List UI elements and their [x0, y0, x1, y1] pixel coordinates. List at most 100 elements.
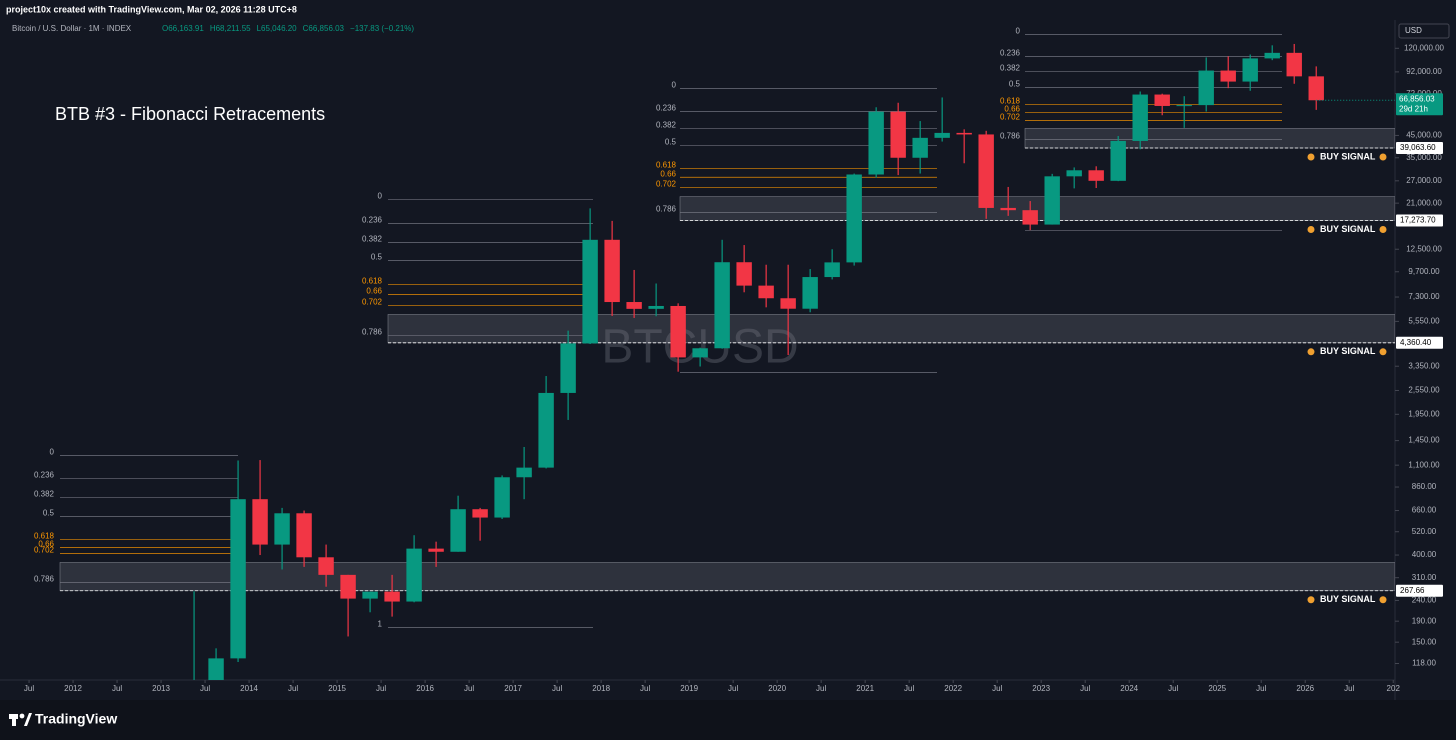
- price-tag-bg: [1396, 584, 1443, 597]
- candle-body: [428, 548, 444, 552]
- candle-body: [538, 392, 554, 468]
- x-tick-label: Jul: [288, 684, 298, 693]
- price-tag: 4,360.40: [1400, 338, 1432, 347]
- price-tag: 39,063.60: [1400, 143, 1436, 152]
- fib-label: 0: [378, 192, 383, 201]
- fib-label: 0.382: [362, 235, 383, 244]
- buy-signal: BUY SIGNAL: [1320, 224, 1376, 234]
- fib-label: 0.66: [1004, 105, 1020, 114]
- candle-body: [1000, 207, 1016, 211]
- buy-signal: BUY SIGNAL: [1320, 346, 1376, 356]
- candle-body: [846, 174, 862, 263]
- fib-label: 0.786: [1000, 132, 1021, 141]
- fib-label: 0.702: [656, 179, 677, 188]
- y-tick-label: 1,100.00: [1408, 460, 1440, 469]
- candle-body: [1022, 210, 1038, 225]
- candle-body: [934, 132, 950, 138]
- y-tick-label: 660.00: [1412, 506, 1437, 515]
- price-tag-bg: [1396, 214, 1443, 227]
- x-tick-label: 2019: [680, 684, 698, 693]
- fib-label: 0.382: [1000, 63, 1021, 72]
- candle-body: [516, 467, 532, 478]
- fib-label: 0.618: [1000, 97, 1021, 106]
- x-tick-label: 2022: [944, 684, 962, 693]
- candle-body: [1044, 176, 1060, 225]
- candle-body: [714, 262, 730, 349]
- fib-label: 0.66: [660, 169, 676, 178]
- x-tick-label: Jul: [376, 684, 386, 693]
- candle-body: [1198, 70, 1214, 106]
- candle-body: [384, 591, 400, 602]
- y-tick-label: 7,300.00: [1408, 292, 1440, 301]
- x-tick-label: 2020: [768, 684, 786, 693]
- price-tag-bg: [1396, 336, 1443, 349]
- candle-body: [1242, 58, 1258, 82]
- fib-label: 0.786: [362, 328, 383, 337]
- candle-body: [626, 302, 642, 309]
- y-tick-label: 35,000.00: [1406, 153, 1442, 162]
- legend-value: O66,163.91: [162, 24, 204, 33]
- candle-body: [582, 239, 598, 344]
- candle-body: [318, 557, 334, 575]
- candle-body: [670, 305, 686, 358]
- fib-label: 0.5: [371, 253, 383, 262]
- x-tick-label: Jul: [112, 684, 122, 693]
- y-tick-label: 3,350.00: [1408, 361, 1440, 370]
- y-tick-label: 92,000.00: [1406, 67, 1442, 76]
- legend-value: H68,211.55: [210, 24, 251, 33]
- candle-body: [604, 239, 620, 303]
- x-tick-label: 2017: [504, 684, 522, 693]
- x-tick-label: 2015: [328, 684, 346, 693]
- y-tick-label: 118.00: [1412, 659, 1436, 668]
- fib-label: 0.786: [34, 575, 55, 584]
- y-tick-label: 1,950.00: [1408, 409, 1440, 418]
- buy-icon: [1379, 596, 1387, 604]
- x-tick-label: 2018: [592, 684, 610, 693]
- fib-label: 0.618: [656, 161, 677, 170]
- y-tick-label: 860.00: [1412, 482, 1437, 491]
- symbol: Bitcoin / U.S. Dollar · 1M · INDEX: [12, 24, 132, 33]
- buy-signal: BUY SIGNAL: [1320, 151, 1376, 161]
- current-price-bg: [1396, 93, 1443, 116]
- fib-label: 0.66: [366, 286, 382, 295]
- fib-label: 0.5: [665, 138, 677, 147]
- buy-icon: [1307, 596, 1315, 604]
- x-tick-label: Jul: [728, 684, 738, 693]
- price-tag: 17,273.70: [1400, 216, 1436, 225]
- fib-label: 0.702: [362, 298, 383, 307]
- x-tick-label: Jul: [552, 684, 562, 693]
- fib-zone: [59, 562, 1395, 592]
- candle-body: [274, 513, 290, 545]
- y-tick-label: 5,550.00: [1408, 316, 1440, 325]
- y-tick-label: 240.00: [1412, 596, 1437, 605]
- candle-body: [450, 509, 466, 552]
- fib-label: 1: [378, 620, 383, 629]
- candle-body: [296, 513, 312, 558]
- y-tick-label: 27,000.00: [1406, 176, 1442, 185]
- candle-body: [208, 658, 224, 680]
- candle-body: [824, 262, 840, 278]
- fib-zone: [1024, 128, 1395, 149]
- candle-body: [230, 499, 246, 659]
- currency-box[interactable]: [1398, 23, 1450, 39]
- fib-label: 0.618: [34, 532, 55, 541]
- x-tick-label: Jul: [1256, 684, 1266, 693]
- candle-body: [868, 111, 884, 175]
- x-tick-label: Jul: [24, 684, 34, 693]
- x-tick-label: Jul: [816, 684, 826, 693]
- brand-logo: [9, 713, 32, 726]
- candle-body: [736, 262, 752, 286]
- currency: USD: [1405, 26, 1422, 35]
- candle-body: [1154, 94, 1170, 106]
- x-tick-label: 2023: [1032, 684, 1050, 693]
- x-tick-label: 2024: [1120, 684, 1138, 693]
- candle-body: [362, 591, 378, 599]
- fib-label: 0.66: [38, 540, 54, 549]
- fib-label: 0.702: [34, 546, 55, 555]
- y-tick-label: 120,000.00: [1404, 43, 1445, 52]
- y-tick-label: 150.00: [1412, 637, 1437, 646]
- fib-label: 0.236: [362, 216, 383, 225]
- fib-label: 0.5: [43, 509, 55, 518]
- y-tick-label: 1,450.00: [1408, 436, 1440, 445]
